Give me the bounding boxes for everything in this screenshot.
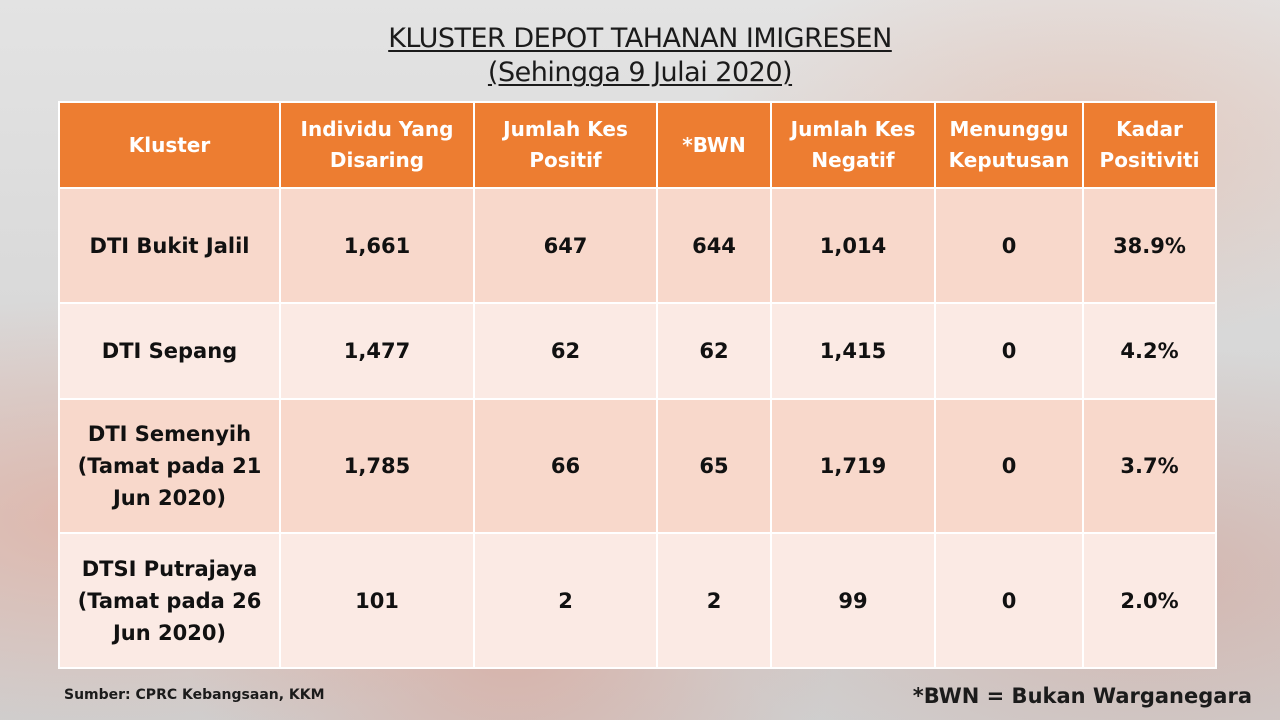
header-kes-positif: Jumlah Kes Positif (473, 101, 658, 189)
cell-kadar-positiviti: 4.2% (1082, 302, 1217, 400)
cell-kadar-positiviti: 3.7% (1082, 398, 1217, 534)
cell-kluster: DTI Sepang (58, 302, 281, 400)
source-note: Sumber: CPRC Kebangsaan, KKM (64, 687, 325, 703)
cell-kes-positif: 62 (473, 302, 658, 400)
table-row: DTI Bukit Jalil 1,661 647 644 1,014 0 38… (58, 187, 1217, 304)
cell-individu-disaring: 1,477 (279, 302, 475, 400)
page-title: KLUSTER DEPOT TAHANAN IMIGRESEN (Sehingg… (0, 22, 1280, 90)
table-row: DTI Sepang 1,477 62 62 1,415 0 4.2% (58, 302, 1217, 400)
cell-menunggu-keputusan: 0 (934, 532, 1084, 669)
header-menunggu-keputusan: Menunggu Keputusan (934, 101, 1084, 189)
cell-kes-negatif: 99 (770, 532, 936, 669)
header-individu-disaring: Individu Yang Disaring (279, 101, 475, 189)
cell-kes-negatif: 1,014 (770, 187, 936, 304)
cell-kadar-positiviti: 38.9% (1082, 187, 1217, 304)
header-kluster: Kluster (58, 101, 281, 189)
table-header-row: Kluster Individu Yang Disaring Jumlah Ke… (58, 101, 1217, 189)
cell-kes-positif: 647 (473, 187, 658, 304)
table-row: DTSI Putrajaya (Tamat pada 26 Jun 2020) … (58, 532, 1217, 669)
cell-kes-positif: 66 (473, 398, 658, 534)
cell-individu-disaring: 101 (279, 532, 475, 669)
title-line-2: (Sehingga 9 Julai 2020) (487, 57, 793, 88)
cell-kes-negatif: 1,719 (770, 398, 936, 534)
cell-bwn: 644 (656, 187, 772, 304)
cell-menunggu-keputusan: 0 (934, 302, 1084, 400)
cell-kes-positif: 2 (473, 532, 658, 669)
cell-kluster: DTSI Putrajaya (Tamat pada 26 Jun 2020) (58, 532, 281, 669)
cell-bwn: 62 (656, 302, 772, 400)
cell-menunggu-keputusan: 0 (934, 187, 1084, 304)
header-kes-negatif: Jumlah Kes Negatif (770, 101, 936, 189)
header-bwn: *BWN (656, 101, 772, 189)
cell-kes-negatif: 1,415 (770, 302, 936, 400)
cell-bwn: 65 (656, 398, 772, 534)
cell-individu-disaring: 1,785 (279, 398, 475, 534)
cell-menunggu-keputusan: 0 (934, 398, 1084, 534)
cell-kluster: DTI Bukit Jalil (58, 187, 281, 304)
title-line-1: KLUSTER DEPOT TAHANAN IMIGRESEN (388, 23, 892, 54)
cluster-table: Kluster Individu Yang Disaring Jumlah Ke… (58, 101, 1217, 669)
cell-kadar-positiviti: 2.0% (1082, 532, 1217, 669)
bwn-footnote: *BWN = Bukan Warganegara (912, 684, 1252, 708)
cell-bwn: 2 (656, 532, 772, 669)
header-kadar-positiviti: Kadar Positiviti (1082, 101, 1217, 189)
cell-individu-disaring: 1,661 (279, 187, 475, 304)
table-row: DTI Semenyih (Tamat pada 21 Jun 2020) 1,… (58, 398, 1217, 534)
cell-kluster: DTI Semenyih (Tamat pada 21 Jun 2020) (58, 398, 281, 534)
